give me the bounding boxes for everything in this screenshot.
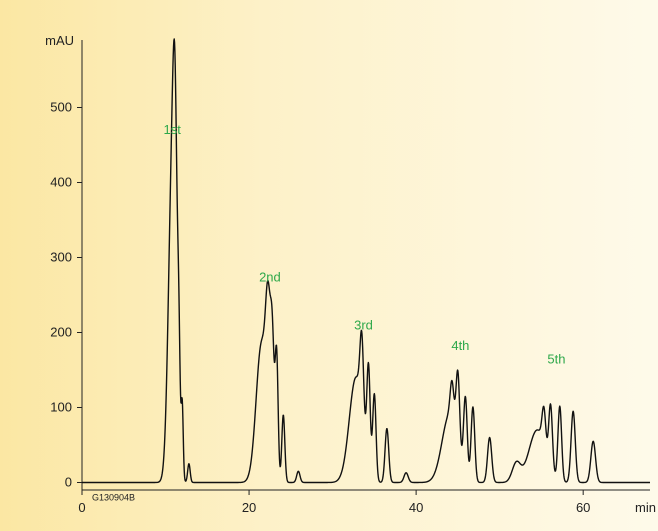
- y-tick-label-200: 200: [50, 325, 72, 340]
- y-tick-label-0: 0: [65, 475, 72, 490]
- y-tick-label-500: 500: [50, 100, 72, 115]
- peak-label-1: 1st: [164, 122, 182, 137]
- x-tick-label-40: 40: [409, 500, 423, 515]
- figure-code-label: G130904B: [92, 493, 135, 503]
- peak-label-3: 3rd: [354, 318, 373, 333]
- y-axis-unit: mAU: [45, 33, 74, 48]
- y-tick-label-300: 300: [50, 250, 72, 265]
- x-tick-label-60: 60: [576, 500, 590, 515]
- axes: [81, 40, 650, 491]
- y-tick-label-100: 100: [50, 400, 72, 415]
- peak-label-2: 2nd: [259, 270, 281, 285]
- plot-area: [81, 38, 651, 484]
- peak-label-5: 5th: [547, 351, 565, 366]
- x-tick-label-0: 0: [78, 500, 85, 515]
- x-tick-label-20: 20: [242, 500, 256, 515]
- y-tick-label-400: 400: [50, 175, 72, 190]
- peak-label-4: 4th: [451, 338, 469, 353]
- x-axis-unit: min: [635, 500, 656, 515]
- ticks: 0 100 200 300 400 500 0 20 40 60: [50, 100, 590, 516]
- chromatogram-trace: [81, 38, 651, 484]
- labels: mAU min G130904B 1st 2nd 3rd 4th 5th: [45, 33, 656, 515]
